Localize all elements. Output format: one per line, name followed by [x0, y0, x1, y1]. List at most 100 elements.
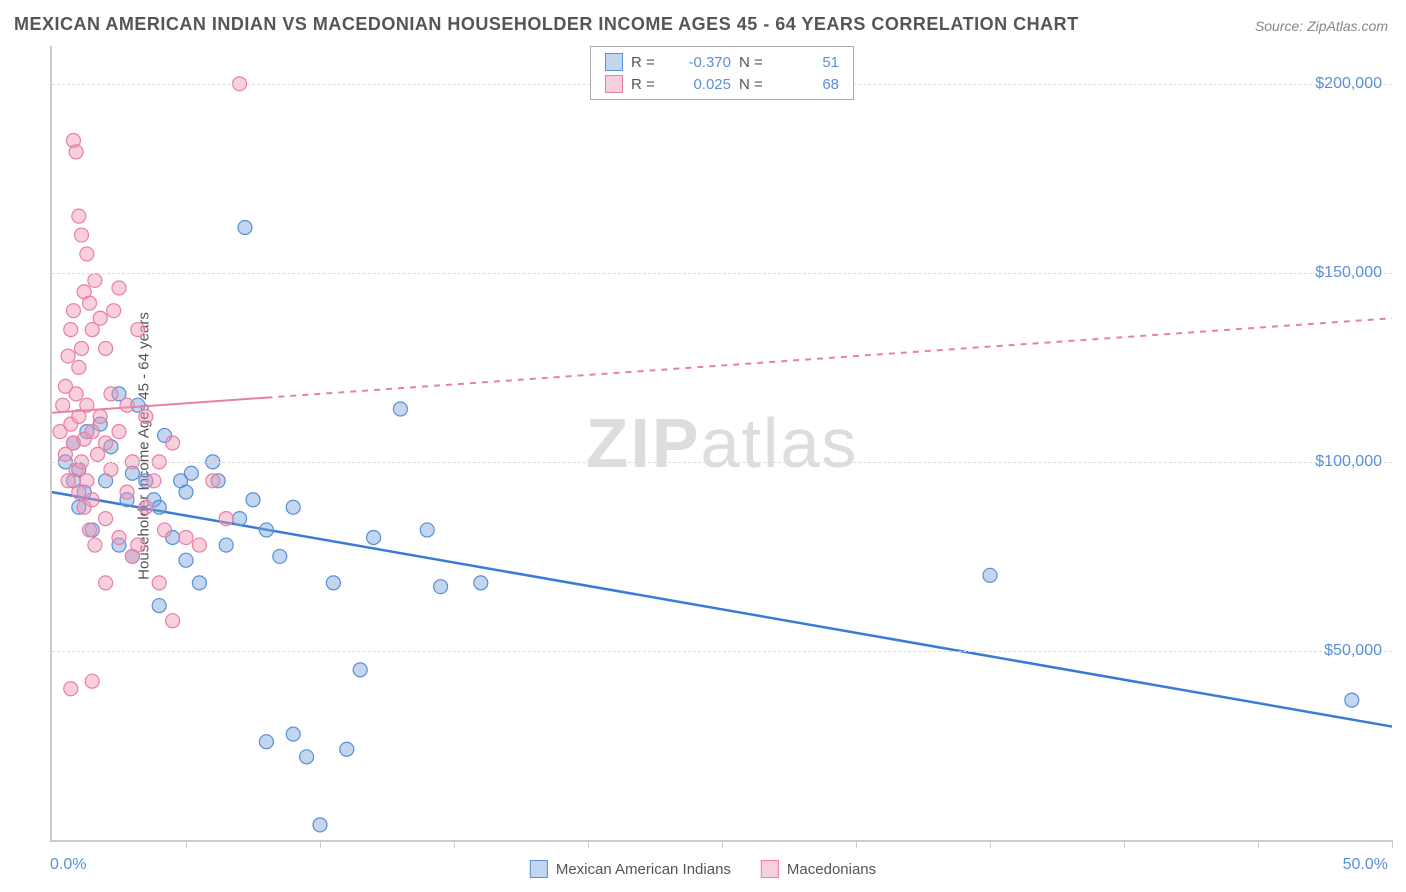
legend-swatch-pink — [605, 75, 623, 93]
trend-line-solid — [52, 492, 1392, 726]
data-point — [99, 341, 113, 355]
data-point — [83, 523, 97, 537]
n-label: N = — [739, 54, 771, 71]
data-point — [131, 323, 145, 337]
chart-title: MEXICAN AMERICAN INDIAN VS MACEDONIAN HO… — [14, 14, 1079, 35]
data-point — [238, 220, 252, 234]
data-point — [206, 474, 220, 488]
x-tick — [990, 840, 991, 848]
data-point — [85, 425, 99, 439]
legend-item-1: Mexican American Indians — [530, 860, 731, 878]
data-point — [367, 531, 381, 545]
data-point — [99, 436, 113, 450]
plot-svg — [52, 46, 1392, 840]
data-point — [246, 493, 260, 507]
data-point — [61, 349, 75, 363]
correlation-row-1: R = -0.370 N = 51 — [605, 51, 839, 73]
data-point — [259, 735, 273, 749]
data-point — [152, 599, 166, 613]
data-point — [179, 553, 193, 567]
data-point — [1345, 693, 1359, 707]
y-tick-label: $200,000 — [1315, 75, 1382, 93]
data-point — [56, 398, 70, 412]
data-point — [139, 500, 153, 514]
x-tick — [186, 840, 187, 848]
data-point — [474, 576, 488, 590]
data-point — [286, 500, 300, 514]
x-tick — [1124, 840, 1125, 848]
data-point — [166, 436, 180, 450]
x-axis-max-label: 50.0% — [1343, 856, 1388, 874]
data-point — [74, 228, 88, 242]
data-point — [74, 341, 88, 355]
legend-swatch-1 — [530, 860, 548, 878]
data-point — [152, 576, 166, 590]
data-point — [72, 209, 86, 223]
data-point — [69, 387, 83, 401]
data-point — [85, 674, 99, 688]
x-tick — [320, 840, 321, 848]
legend-label-2: Macedonians — [787, 861, 876, 878]
data-point — [80, 247, 94, 261]
data-point — [120, 485, 134, 499]
n-value-2: 68 — [779, 76, 839, 93]
data-point — [64, 682, 78, 696]
data-point — [179, 485, 193, 499]
data-point — [219, 512, 233, 526]
data-point — [983, 568, 997, 582]
x-tick — [1392, 840, 1393, 848]
data-point — [166, 614, 180, 628]
data-point — [273, 549, 287, 563]
data-point — [99, 576, 113, 590]
r-label: R = — [631, 76, 663, 93]
data-point — [85, 493, 99, 507]
x-tick — [588, 840, 589, 848]
source-label: Source: ZipAtlas.com — [1255, 18, 1388, 34]
data-point — [104, 387, 118, 401]
series-legend: Mexican American Indians Macedonians — [530, 860, 876, 878]
data-point — [184, 466, 198, 480]
legend-swatch-blue — [605, 53, 623, 71]
legend-label-1: Mexican American Indians — [556, 861, 731, 878]
data-point — [131, 538, 145, 552]
data-point — [93, 410, 107, 424]
y-tick-label: $50,000 — [1324, 642, 1382, 660]
data-point — [112, 281, 126, 295]
data-point — [192, 538, 206, 552]
legend-item-2: Macedonians — [761, 860, 876, 878]
plot-area: ZIPatlas R = -0.370 N = 51 R = 0.025 N =… — [50, 46, 1392, 842]
data-point — [88, 273, 102, 287]
correlation-legend: R = -0.370 N = 51 R = 0.025 N = 68 — [590, 46, 854, 100]
data-point — [233, 512, 247, 526]
data-point — [420, 523, 434, 537]
correlation-row-2: R = 0.025 N = 68 — [605, 73, 839, 95]
data-point — [69, 145, 83, 159]
data-point — [93, 311, 107, 325]
data-point — [72, 360, 86, 374]
data-point — [300, 750, 314, 764]
data-point — [64, 323, 78, 337]
data-point — [66, 304, 80, 318]
y-tick-label: $150,000 — [1315, 264, 1382, 282]
x-axis-min-label: 0.0% — [50, 856, 86, 874]
data-point — [152, 500, 166, 514]
r-label: R = — [631, 54, 663, 71]
data-point — [120, 398, 134, 412]
legend-swatch-2 — [761, 860, 779, 878]
y-tick-label: $100,000 — [1315, 453, 1382, 471]
data-point — [80, 398, 94, 412]
data-point — [158, 523, 172, 537]
data-point — [219, 538, 233, 552]
data-point — [147, 474, 161, 488]
n-value-1: 51 — [779, 54, 839, 71]
data-point — [104, 462, 118, 476]
data-point — [393, 402, 407, 416]
data-point — [340, 742, 354, 756]
r-value-2: 0.025 — [671, 76, 731, 93]
grid-line — [52, 273, 1392, 274]
data-point — [192, 576, 206, 590]
data-point — [88, 538, 102, 552]
grid-line — [52, 651, 1392, 652]
data-point — [112, 425, 126, 439]
trend-line-dashed — [266, 318, 1392, 397]
